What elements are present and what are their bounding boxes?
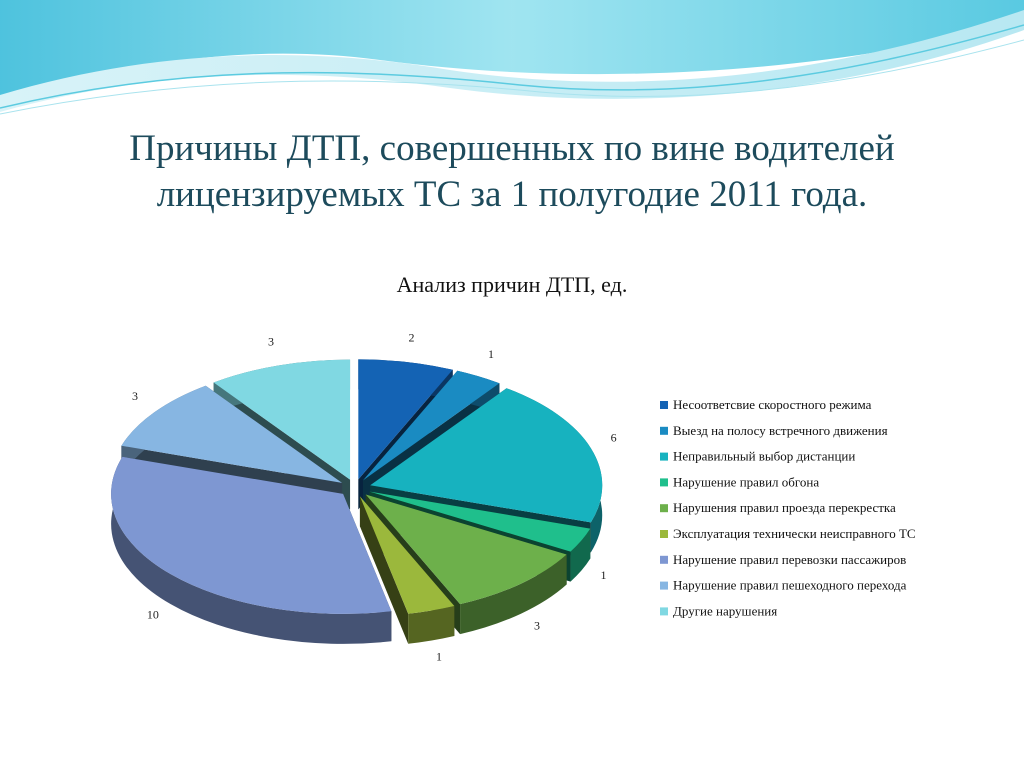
data-label: 1 [436,650,442,664]
slice-side [570,528,591,582]
slice-top [358,359,453,480]
data-label: 3 [268,334,274,348]
legend-swatch [660,581,668,590]
slide-title: Причины ДТП, совершенных по вине водител… [129,128,895,215]
data-label: 3 [132,389,138,403]
slice-top [111,456,392,614]
data-label: 3 [534,618,540,632]
legend-swatch [660,426,668,435]
data-label: 1 [488,347,494,361]
data-label: 2 [409,330,415,344]
legend-label: Нарушение правил перевозки пассажиров [673,552,906,567]
pie-slice [111,456,392,644]
data-label: 6 [611,431,617,445]
header-waves [0,0,1024,115]
legend-label: Несоответсвие скоростного режима [673,397,872,412]
slice-wall [359,496,409,644]
slice-top [370,388,603,523]
legend-label: Нарушение правил обгона [673,474,819,489]
data-label: 10 [147,607,159,621]
slice-top [359,496,455,614]
slice-top [365,494,567,605]
legend-swatch [660,401,668,409]
legend-swatch [660,555,668,564]
legend-swatch [660,452,668,461]
slice-side [408,605,455,644]
legend-swatch [660,607,668,616]
pie-slice [359,496,455,644]
legend-swatch [660,478,668,487]
slice-side [111,456,392,644]
slice-side [460,554,567,635]
slice-top [121,385,343,483]
slice-top [369,491,591,552]
legend-swatch [660,504,668,513]
chart-title: Анализ причин ДТП, ед. [397,272,628,297]
legend-label: Нарушение правил пешеходного перехода [673,578,907,593]
legend-label: Выезд на полосу встречного движения [673,423,888,438]
legend-label: Неправильный выбор дистанции [673,449,855,464]
legend-label: Эксплуатация технически неисправного ТС [673,526,916,541]
slice-top [213,359,351,480]
slice-top [363,370,500,481]
legend-label: Нарушения правил проезда перекрестка [673,500,896,515]
data-label: 1 [600,568,606,582]
legend-label: Другие нарушения [673,603,777,618]
legend-swatch [660,530,668,538]
